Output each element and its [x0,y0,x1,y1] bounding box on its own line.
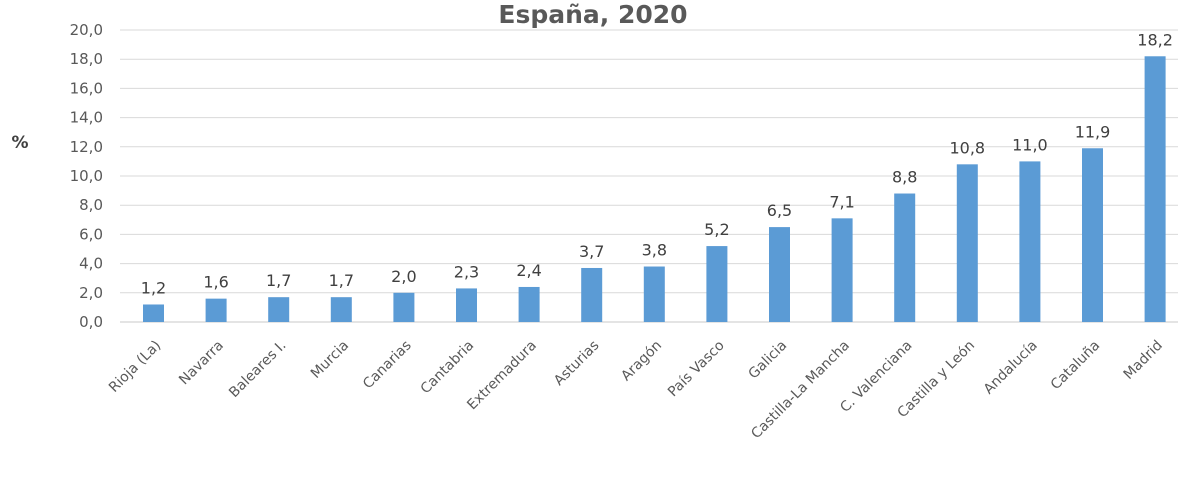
y-axis-label: % [11,133,28,153]
x-tick-label: Aragón [618,338,665,385]
x-tick-label: Cantabria [418,338,478,398]
bar [643,266,665,322]
x-tick-label: Andalucía [981,338,1041,398]
y-tick-label: 12,0 [70,138,103,156]
x-tick-label: Madrid [1121,338,1166,383]
x-tick-label: Galicia [746,338,791,383]
data-label: 10,8 [949,138,985,157]
y-tick-label: 6,0 [79,225,103,243]
bar [143,304,164,322]
data-label: 1,6 [203,273,228,292]
bar [956,164,978,322]
bar [330,297,352,322]
data-label: 8,8 [892,168,917,187]
data-label: 2,4 [516,261,541,280]
x-tick-label: Asturias [551,338,602,389]
y-tick-label: 18,0 [70,50,103,68]
data-label: 7,1 [829,192,854,211]
bar [518,286,540,322]
data-labels: 1,2 1,6 1,7 1,7 2,0 2,3 2,4 3,7 3,8 5,2 6,5 7,1 8,8 1… [141,30,1173,297]
data-label: 1,7 [329,271,354,290]
x-tick-label: País Vasco [665,338,728,401]
x-tick-label: Murcia [308,338,352,382]
bar [581,267,603,322]
x-tick-label: Rioja (La) [106,338,164,396]
y-tick-label: 20,0 [70,21,103,39]
bar [456,288,477,322]
data-label: 11,0 [1012,135,1048,154]
y-tick-label: 14,0 [70,109,103,127]
x-tick-label: Cataluña [1048,338,1104,394]
y-tick-label: 8,0 [79,196,103,214]
bar [268,297,290,322]
x-axis-ticks: Rioja (La) Navarra Baleares I. Murcia Canari… [106,338,1166,443]
data-label: 1,2 [141,278,166,297]
x-tick-label: Baleares I. [226,338,289,401]
x-tick-label: Canarias [360,338,415,393]
bar [1144,56,1166,322]
data-label: 5,2 [704,220,729,239]
bar [1019,161,1041,322]
data-label: 1,7 [266,271,291,290]
bar [1082,148,1103,322]
data-label: 11,9 [1075,122,1111,141]
bar [706,246,728,322]
bar [205,298,227,322]
bars [143,56,1166,322]
y-axis-ticks: 0,0 2,0 4,0 6,0 8,0 10,0 12,0 14,0 16,0 18,0 20,0 [70,21,103,331]
data-label: 18,2 [1137,30,1173,49]
data-label: 2,3 [454,262,479,281]
bar [393,292,415,322]
chart-title: España, 2020 [498,0,687,29]
bar [769,227,790,322]
y-tick-label: 10,0 [70,167,103,185]
gridlines [120,29,1178,323]
x-tick-label: Navarra [176,338,227,389]
y-tick-label: 2,0 [79,284,103,302]
bar [894,193,916,322]
data-label: 3,8 [642,241,667,260]
data-label: 6,5 [767,201,792,220]
y-tick-label: 4,0 [79,255,103,273]
data-label: 2,0 [391,267,416,286]
bar [831,218,853,322]
data-label: 3,7 [579,242,604,261]
y-tick-label: 0,0 [79,313,103,331]
y-tick-label: 16,0 [70,79,103,97]
